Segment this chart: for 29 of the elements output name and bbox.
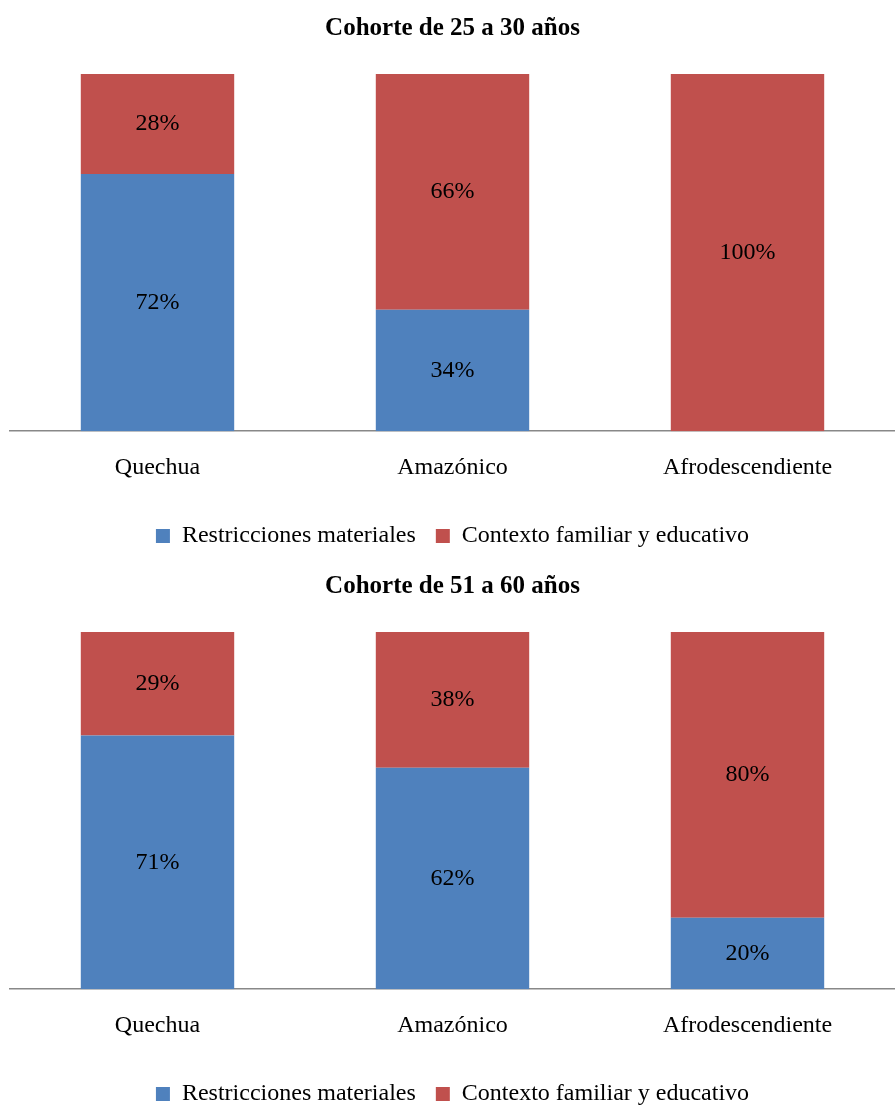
chart-title: Cohorte de 25 a 30 años — [325, 13, 581, 41]
bar — [375, 632, 530, 768]
data-label: 29% — [135, 669, 180, 696]
data-label: 38% — [430, 685, 475, 712]
legend-label: Restricciones materiales — [181, 521, 416, 548]
bar — [670, 632, 825, 918]
legend-label: Restricciones materiales — [181, 1079, 416, 1106]
data-label: 34% — [430, 355, 475, 382]
bar — [80, 632, 235, 736]
bar — [670, 917, 825, 990]
data-label: 72% — [135, 287, 180, 314]
data-label: 71% — [135, 847, 180, 874]
x-tick-label: Amazónico — [397, 1010, 508, 1037]
chart-title: Cohorte de 51 a 60 años — [325, 571, 581, 599]
x-tick-label: Afrodescendiente — [662, 452, 833, 479]
data-label: 62% — [430, 863, 475, 890]
bar — [80, 735, 235, 990]
data-label: 66% — [430, 177, 475, 204]
bar — [375, 767, 530, 990]
x-tick-label: Afrodescendiente — [662, 1010, 833, 1037]
data-label: 100% — [719, 237, 776, 264]
data-label: 20% — [725, 938, 770, 965]
data-label: 28% — [135, 109, 180, 136]
x-tick-label: Amazónico — [397, 452, 508, 479]
x-tick-label: Quechua — [114, 1010, 201, 1037]
legend-label: Contexto familiar y educativo — [461, 521, 750, 548]
data-label: 80% — [725, 760, 770, 787]
x-tick-label: Quechua — [114, 452, 201, 479]
legend-label: Contexto familiar y educativo — [461, 1079, 750, 1106]
